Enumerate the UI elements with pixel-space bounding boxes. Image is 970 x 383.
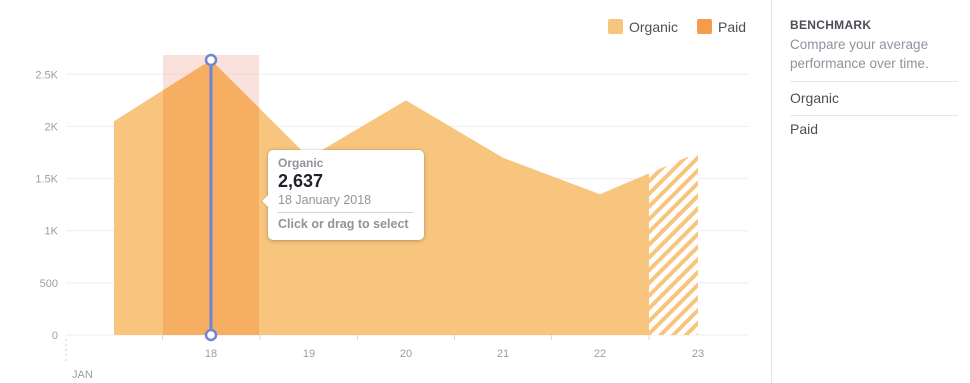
- x-tick-label: 19: [303, 348, 315, 360]
- benchmark-panel: BENCHMARK Compare your average performan…: [790, 18, 958, 137]
- cursor-bottom-handle[interactable]: [204, 328, 218, 342]
- y-axis: 0 500 1K 1.5K 2K 2.5K: [35, 69, 58, 342]
- legend-swatch: [608, 19, 623, 34]
- y-tick-label: 1.5K: [35, 174, 58, 186]
- benchmark-option-paid[interactable]: Paid: [790, 121, 819, 137]
- tooltip-series-name: Organic: [278, 156, 324, 170]
- legend-item-organic[interactable]: Organic: [608, 19, 678, 35]
- sidebar-divider: [771, 0, 772, 383]
- legend-label: Paid: [718, 19, 746, 35]
- y-tick-label: 500: [40, 278, 58, 290]
- benchmark-divider: [790, 81, 958, 82]
- benchmark-title: BENCHMARK: [790, 18, 872, 32]
- tooltip-value: 2,637: [278, 171, 324, 191]
- x-tick-label: 22: [594, 348, 606, 360]
- data-tooltip: Organic 2,637 18 January 2018 Click or d…: [261, 150, 424, 240]
- x-axis: 18 19 20 21 22 23 JAN: [65, 335, 704, 381]
- tooltip-divider: [278, 212, 414, 213]
- y-tick-label: 2K: [45, 121, 59, 133]
- x-tick-label: 20: [400, 348, 412, 360]
- tooltip-hint: Click or drag to select: [278, 217, 409, 231]
- organic-area-partial[interactable]: [114, 60, 698, 335]
- x-tick-label: 21: [497, 348, 509, 360]
- legend-item-paid[interactable]: Paid: [697, 19, 746, 35]
- x-tick-label: 23: [692, 348, 704, 360]
- legend-label: Organic: [629, 19, 678, 35]
- y-tick-label: 2.5K: [35, 69, 58, 81]
- y-tick-label: 1K: [45, 226, 59, 238]
- hover-cursor[interactable]: [204, 53, 218, 342]
- x-tick-label: 18: [205, 348, 217, 360]
- tooltip-date: 18 January 2018: [278, 193, 372, 207]
- month-label: JAN: [72, 369, 93, 381]
- benchmark-divider: [790, 115, 958, 116]
- benchmark-description: Compare your average performance over ti…: [790, 37, 929, 71]
- cursor-top-handle[interactable]: [204, 53, 218, 67]
- y-tick-label: 0: [52, 330, 58, 342]
- legend[interactable]: Organic Paid: [608, 19, 746, 35]
- benchmark-option-organic[interactable]: Organic: [790, 90, 840, 106]
- legend-swatch: [697, 19, 712, 34]
